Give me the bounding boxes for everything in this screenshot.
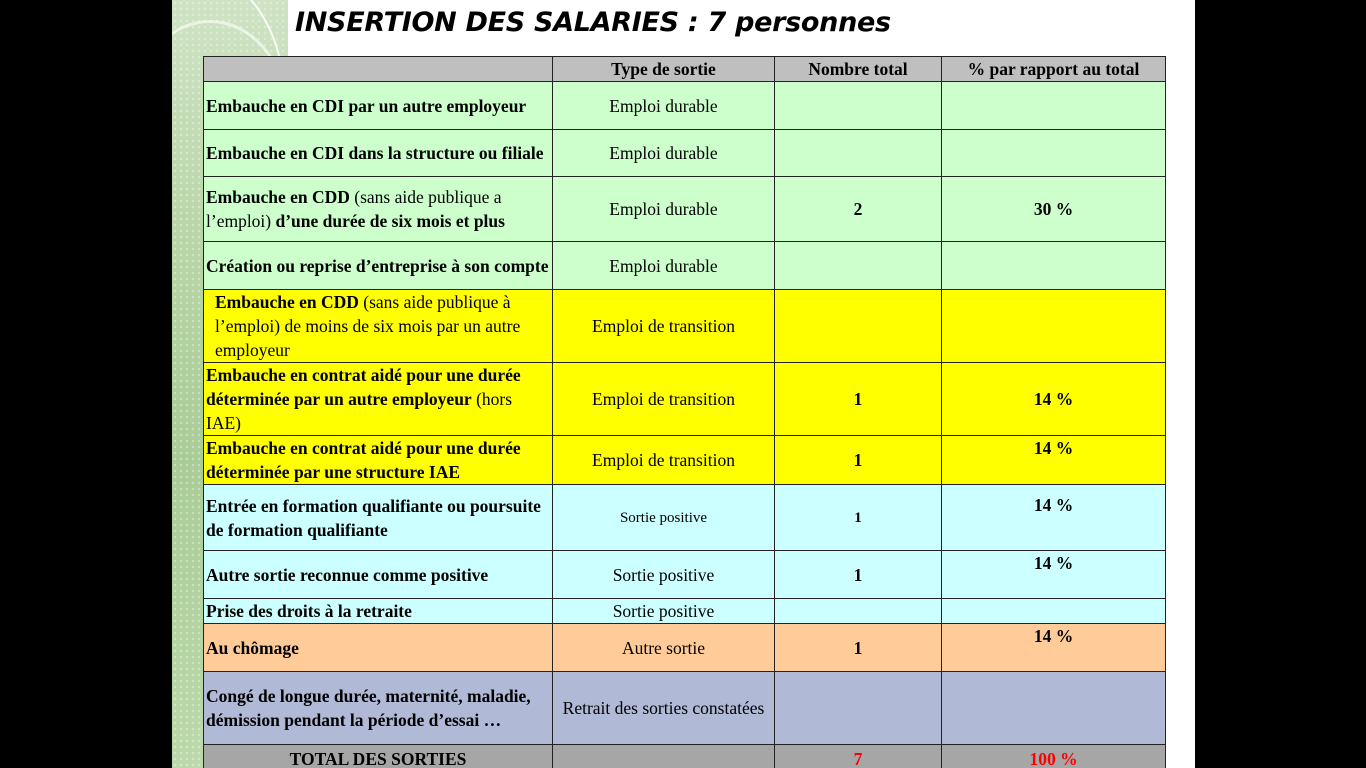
row-label: Congé de longue durée, maternité, maladi… [203, 671, 553, 745]
row-type: Emploi de transition [552, 362, 775, 436]
table-row: Entrée en formation qualifiante ou pours… [203, 484, 1166, 551]
table-row: Embauche en CDD (sans aide publique à l’… [203, 289, 1166, 363]
row-percent [941, 671, 1166, 745]
total-row: TOTAL DES SORTIES 7 100 % [203, 744, 1166, 768]
row-label: Embauche en CDD (sans aide publique a l’… [203, 176, 553, 242]
row-type: Sortie positive [552, 598, 775, 624]
table-row: Embauche en contrat aidé pour une durée … [203, 435, 1166, 485]
row-percent: 14 % [941, 435, 1166, 485]
row-label: Création ou reprise d’entreprise à son c… [203, 241, 553, 290]
row-label: Embauche en contrat aidé pour une durée … [203, 435, 553, 485]
row-label: Embauche en CDI dans la structure ou fil… [203, 129, 553, 177]
total-type [552, 744, 775, 768]
row-type: Sortie positive [552, 550, 775, 599]
table-row: Prise des droits à la retraite Sortie po… [203, 598, 1166, 624]
row-percent [941, 598, 1166, 624]
row-count [774, 241, 942, 290]
slide-title: INSERTION DES SALARIES : 7 personnes [295, 7, 891, 38]
header-row: Type de sortie Nombre total % par rappor… [203, 56, 1166, 82]
row-percent [941, 289, 1166, 363]
row-type: Sortie positive [552, 484, 775, 551]
total-count: 7 [774, 744, 942, 768]
row-label: Embauche en CDI par un autre employeur [203, 81, 553, 130]
row-count [774, 289, 942, 363]
table-row: Embauche en CDI par un autre employeur E… [203, 81, 1166, 130]
table-row: Congé de longue durée, maternité, maladi… [203, 671, 1166, 745]
row-count [774, 129, 942, 177]
total-label: TOTAL DES SORTIES [203, 744, 553, 768]
row-label: Entrée en formation qualifiante ou pours… [203, 484, 553, 551]
table-row: Autre sortie reconnue comme positive Sor… [203, 550, 1166, 599]
header-percent: % par rapport au total [941, 56, 1166, 82]
row-percent: 14 % [941, 362, 1166, 436]
row-count: 1 [774, 550, 942, 599]
row-type: Autre sortie [552, 623, 775, 672]
row-count [774, 81, 942, 130]
table-row: Embauche en CDD (sans aide publique a l’… [203, 176, 1166, 242]
row-percent: 14 % [941, 623, 1166, 672]
table-row: Au chômage Autre sortie 1 14 % [203, 623, 1166, 672]
table-row: Création ou reprise d’entreprise à son c… [203, 241, 1166, 290]
row-count [774, 671, 942, 745]
row-percent: 30 % [941, 176, 1166, 242]
row-count [774, 598, 942, 624]
row-percent [941, 129, 1166, 177]
row-label: Embauche en CDD (sans aide publique à l’… [203, 289, 553, 363]
row-type: Retrait des sorties constatées [552, 671, 775, 745]
row-type: Emploi durable [552, 241, 775, 290]
row-percent [941, 241, 1166, 290]
row-type: Emploi de transition [552, 289, 775, 363]
row-count: 2 [774, 176, 942, 242]
row-count: 1 [774, 623, 942, 672]
row-type: Emploi durable [552, 81, 775, 130]
total-percent: 100 % [941, 744, 1166, 768]
row-percent: 14 % [941, 484, 1166, 551]
row-label: Autre sortie reconnue comme positive [203, 550, 553, 599]
row-type: Emploi de transition [552, 435, 775, 485]
row-type: Emploi durable [552, 129, 775, 177]
row-count: 1 [774, 484, 942, 551]
table-row: Embauche en contrat aidé pour une durée … [203, 362, 1166, 436]
row-label: Prise des droits à la retraite [203, 598, 553, 624]
row-label: Au chômage [203, 623, 553, 672]
row-percent: 14 % [941, 550, 1166, 599]
row-percent [941, 81, 1166, 130]
insertion-table: Type de sortie Nombre total % par rappor… [203, 56, 1166, 768]
row-count: 1 [774, 435, 942, 485]
table-row: Embauche en CDI dans la structure ou fil… [203, 129, 1166, 177]
header-type: Type de sortie [552, 56, 775, 82]
slide: INSERTION DES SALARIES : 7 personnes Typ… [172, 0, 1195, 768]
header-label [203, 56, 553, 82]
row-count: 1 [774, 362, 942, 436]
row-label: Embauche en contrat aidé pour une durée … [203, 362, 553, 436]
header-count: Nombre total [774, 56, 942, 82]
row-type: Emploi durable [552, 176, 775, 242]
